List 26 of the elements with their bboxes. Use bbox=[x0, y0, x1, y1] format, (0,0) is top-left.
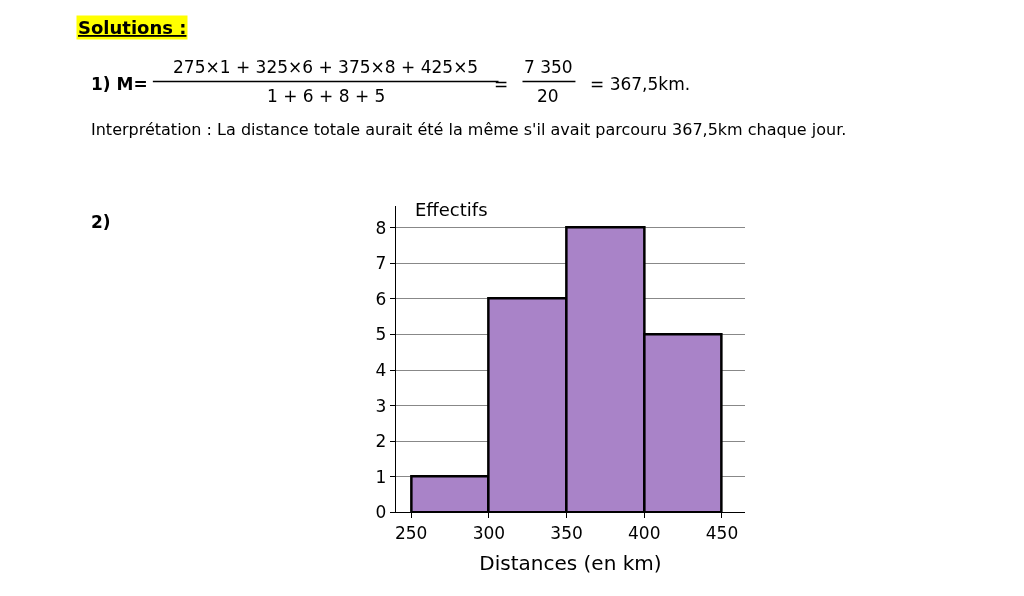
x-axis-title: Distances (en km) bbox=[479, 551, 662, 576]
y-tick-label: 3 bbox=[375, 395, 387, 416]
y-tick-label: 4 bbox=[375, 359, 387, 380]
x-tick-label: 250 bbox=[394, 522, 428, 543]
x-tick-label: 350 bbox=[550, 522, 583, 543]
text: 7 350 bbox=[524, 57, 573, 77]
y-tick-label: 5 bbox=[375, 324, 387, 345]
text: Interprétation : La distance totale aurait été la même s'il avait parcouru 367,5km chaque jour. bbox=[91, 120, 847, 139]
x-tick-label: 300 bbox=[472, 522, 506, 543]
text: 20 bbox=[537, 86, 559, 106]
x-tick-label: 450 bbox=[705, 522, 739, 543]
y-tick-label: 8 bbox=[375, 217, 387, 238]
y-tick-label: 2 bbox=[375, 431, 387, 452]
x-tick-label: 400 bbox=[628, 522, 661, 543]
text: 275×1 + 325×6 + 375×8 + 425×5 bbox=[173, 57, 479, 77]
y-tick-label: 7 bbox=[375, 253, 387, 274]
text: = 367,5km. bbox=[590, 74, 691, 94]
y-tick-label: 1 bbox=[375, 466, 387, 487]
y-tick-label: 0 bbox=[375, 502, 387, 523]
text: 1 + 6 + 8 + 5 bbox=[267, 86, 386, 106]
y-axis-title: Effectifs bbox=[415, 199, 488, 220]
text: 2) bbox=[91, 212, 111, 232]
text: = bbox=[494, 74, 509, 94]
text: 1) M= bbox=[91, 74, 148, 94]
text: Solutions : bbox=[78, 17, 187, 38]
y-tick-label: 6 bbox=[375, 288, 387, 309]
